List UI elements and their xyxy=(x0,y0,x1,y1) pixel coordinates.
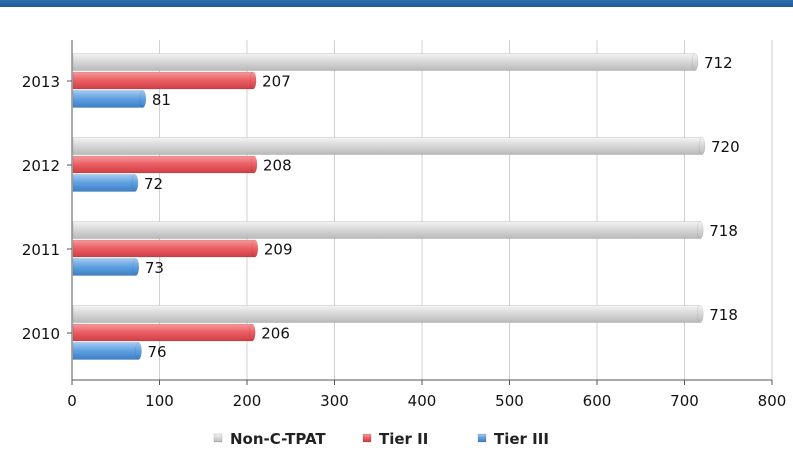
bar-end-cap xyxy=(691,53,699,71)
axes: 0 100 200 300 400 500 600 700 800 2013 2012 2011 201… xyxy=(22,40,787,410)
data-label-tier-iii: 76 xyxy=(148,343,167,361)
y-category-label: 2011 xyxy=(22,241,60,259)
bar-non-c-tpat xyxy=(72,305,701,323)
x-tick-label: 100 xyxy=(145,392,174,410)
data-label-tier-iii: 72 xyxy=(144,175,163,193)
x-tick-label: 300 xyxy=(320,392,349,410)
bar-tier-ii xyxy=(72,323,253,342)
grid-lines xyxy=(159,40,773,380)
y-category-label: 2012 xyxy=(22,157,60,175)
bar-tier-ii xyxy=(72,155,255,174)
data-label-non-c-tpat: 718 xyxy=(709,306,738,324)
bar-end-cap xyxy=(139,90,147,108)
bar-tier-iii xyxy=(72,90,144,108)
legend-swatch-tier-ii xyxy=(362,433,372,443)
x-tick-label: 700 xyxy=(670,392,699,410)
x-tick-label: 200 xyxy=(233,392,262,410)
legend-label-non-c-tpat: Non-C-TPAT xyxy=(230,430,326,448)
bar-end-cap xyxy=(249,71,257,90)
header-band xyxy=(0,0,793,7)
bar-end-cap xyxy=(697,305,704,323)
bar-tier-iii xyxy=(72,258,137,276)
bar-end-cap xyxy=(698,137,706,155)
bar-non-c-tpat xyxy=(72,137,703,155)
data-label-tier-ii: 206 xyxy=(261,325,290,343)
x-tick-label: 0 xyxy=(67,392,77,410)
data-label-non-c-tpat: 712 xyxy=(704,54,733,72)
x-tick-label: 500 xyxy=(495,392,524,410)
bar-tier-ii xyxy=(72,71,254,90)
data-labels: 712 207 81 720 208 72 718 209 73 718 206 76 xyxy=(144,54,740,361)
y-category-label: 2013 xyxy=(22,73,60,91)
data-label-non-c-tpat: 720 xyxy=(711,138,740,156)
bar-tier-ii xyxy=(72,239,256,258)
data-label-tier-iii: 73 xyxy=(145,259,164,277)
legend: Non-C-TPAT Tier II Tier III xyxy=(213,430,549,448)
data-label-tier-iii: 81 xyxy=(152,91,171,109)
bar-end-cap xyxy=(131,174,139,192)
bar-end-cap xyxy=(135,342,142,360)
bar-tier-iii xyxy=(72,174,136,192)
bar-non-c-tpat xyxy=(72,221,701,239)
bar-non-c-tpat xyxy=(72,53,696,71)
y-category-label: 2010 xyxy=(22,325,60,343)
x-tick-label: 400 xyxy=(408,392,437,410)
legend-label-tier-ii: Tier II xyxy=(379,430,428,448)
legend-swatch-tier-iii xyxy=(477,433,487,443)
data-label-tier-ii: 209 xyxy=(264,241,293,259)
bar-end-cap xyxy=(250,155,258,174)
bar-end-cap xyxy=(132,258,140,276)
data-label-tier-ii: 207 xyxy=(262,73,291,91)
legend-label-tier-iii: Tier III xyxy=(494,430,549,448)
data-label-non-c-tpat: 718 xyxy=(709,222,738,240)
bar-tier-iii xyxy=(72,342,139,360)
bar-end-cap xyxy=(251,239,259,258)
x-tick-label: 600 xyxy=(583,392,612,410)
bars xyxy=(72,53,706,360)
bar-end-cap xyxy=(249,323,256,342)
x-tick-label: 800 xyxy=(758,392,787,410)
data-label-tier-ii: 208 xyxy=(263,157,292,175)
legend-swatch-non-c-tpat xyxy=(213,433,223,443)
bar-end-cap xyxy=(697,221,704,239)
